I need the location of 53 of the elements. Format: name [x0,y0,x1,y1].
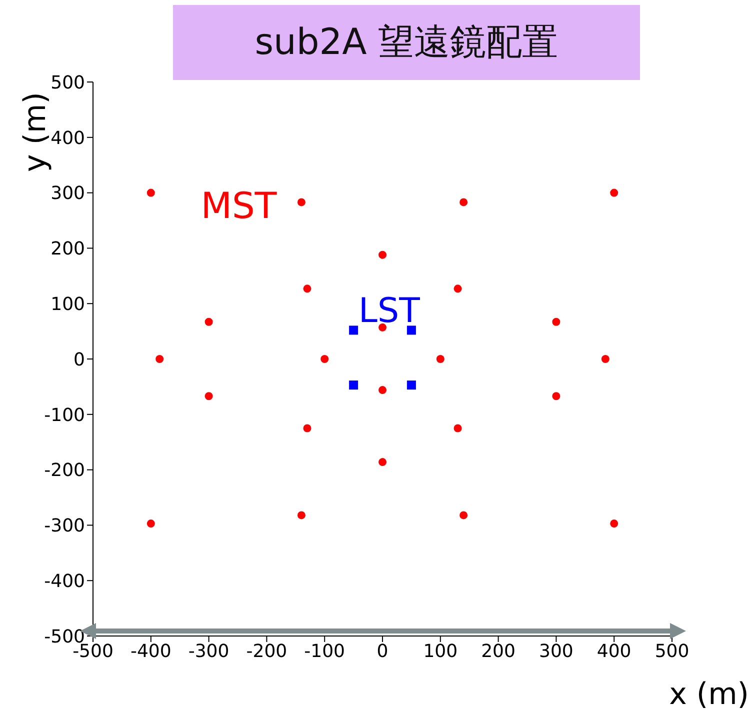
y-tick-label: -100 [44,404,85,426]
series-label: MST [200,184,277,228]
point [610,520,618,528]
point [297,198,306,206]
x-tick-label: 400 [596,640,632,662]
y-tick-label: -200 [44,460,85,482]
y-axis-title: y (m) [17,91,53,174]
point [601,355,610,363]
series-label: LST [358,291,420,332]
point [378,323,386,332]
x-tick-label: -400 [130,640,172,662]
point [436,355,444,363]
point [552,392,560,400]
point [204,318,213,326]
x-tick-label: 200 [481,640,516,662]
point [320,355,329,363]
point [460,198,468,206]
point [406,380,416,390]
point [146,188,155,197]
x-tick-label: 300 [539,640,574,662]
y-tick-label: 200 [50,238,85,260]
x-axis-title: x (m) [669,677,749,712]
y-tick-label: 300 [50,183,85,204]
point [297,511,306,520]
x-tick-label: -200 [246,640,288,662]
chart-title: sub2A 望遠鏡配置 [173,5,640,80]
point [610,188,618,197]
y-tick-label: 500 [50,72,85,94]
point [156,355,164,363]
x-tick-label: 500 [654,640,690,662]
x-tick-label: -300 [188,640,230,662]
y-tick-label: 0 [74,349,85,370]
point [454,424,462,432]
point [552,318,560,326]
y-tick-label: 100 [50,294,85,315]
point [378,458,386,466]
point [303,284,312,293]
point [378,250,386,259]
point [460,511,468,520]
point [303,424,312,432]
point [454,284,462,293]
x-tick-label: 0 [376,640,388,662]
point [349,380,358,390]
point [349,326,358,335]
y-tick-label: -300 [44,516,85,537]
point [146,520,155,528]
x-tick-label: 100 [423,640,458,662]
y-tick-label: -400 [44,570,85,592]
point [378,386,386,394]
point [204,392,213,400]
x-tick-label: -100 [304,640,346,662]
y-tick-label: 400 [50,128,85,149]
point [406,326,416,335]
